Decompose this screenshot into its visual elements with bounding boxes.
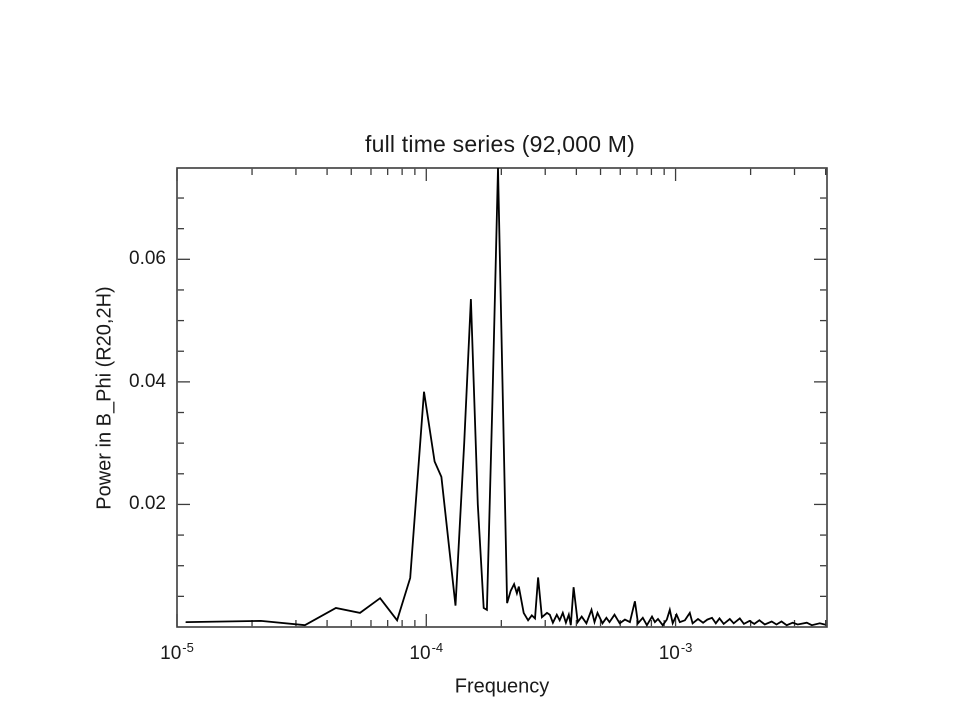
x-tick-base: 10 <box>658 643 680 664</box>
y-axis-label: Power in B_Phi (R20,2H) <box>93 286 116 510</box>
x-tick-label: 10-5 <box>160 640 194 665</box>
x-tick-base: 10 <box>409 643 431 664</box>
chart-title: full time series (92,000 M) <box>365 131 635 157</box>
x-tick-exponent: -3 <box>680 640 693 655</box>
x-tick-exponent: -5 <box>182 640 194 655</box>
x-tick-label: 10-4 <box>409 640 444 665</box>
x-tick-label: 10-3 <box>658 640 693 665</box>
x-tick-exponent: -4 <box>431 640 444 655</box>
y-tick-label: 0.04 <box>129 370 166 392</box>
y-tick-label: 0.02 <box>129 493 166 515</box>
spectrum-line <box>185 167 826 628</box>
axes-frame <box>176 167 828 628</box>
x-axis-label: Frequency <box>454 675 550 698</box>
x-tick-base: 10 <box>160 643 182 664</box>
y-tick-label: 0.06 <box>129 248 166 270</box>
